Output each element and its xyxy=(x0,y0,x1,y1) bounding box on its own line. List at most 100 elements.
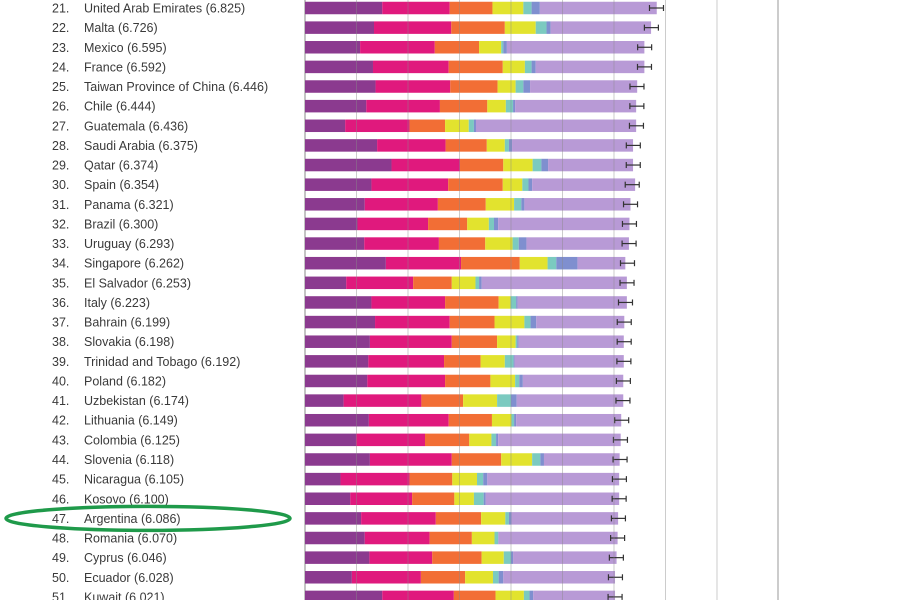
bar-segment-social-support xyxy=(366,99,440,113)
country-label: Saudi Arabia (6.375) xyxy=(84,139,198,153)
country-label: Kuwait (6.021) xyxy=(84,590,165,600)
bar-segment-social-support xyxy=(367,374,446,388)
bar-segment-freedom xyxy=(487,99,506,113)
bar-segment-dystopia-residual xyxy=(530,80,638,93)
bar-segment-social-support xyxy=(350,492,413,505)
bar-segment-dystopia-residual xyxy=(511,512,619,525)
bar-segment-freedom xyxy=(498,296,511,309)
bar-segment-generosity xyxy=(524,315,531,329)
bar-segment-dystopia-residual xyxy=(512,139,634,152)
bar-segment-gdp xyxy=(305,590,383,600)
bar-segment-generosity xyxy=(532,158,542,172)
bar-segment-social-support xyxy=(372,60,449,74)
bar-segment-gdp xyxy=(305,41,361,54)
bar-segment-gdp xyxy=(305,99,367,113)
bar-segment-generosity xyxy=(532,453,541,466)
bar-segment-dystopia-residual xyxy=(518,335,624,348)
bar-segment-life-expectancy xyxy=(448,60,503,74)
bar-segment-social-support xyxy=(368,355,445,368)
bar-segment-freedom xyxy=(486,139,505,152)
bar-segment-generosity xyxy=(468,119,474,133)
bar-segment-dystopia-residual xyxy=(498,217,630,231)
bar-segment-gdp xyxy=(305,198,365,211)
bar-segment-generosity xyxy=(524,60,532,74)
bar-segment-corruption xyxy=(508,139,513,152)
bar-segment-gdp xyxy=(305,237,365,250)
bar-segment-gdp xyxy=(305,178,372,191)
bar-segment-social-support xyxy=(355,433,425,447)
highlight-ellipse xyxy=(4,504,292,533)
bar-segment-freedom xyxy=(504,21,536,34)
bar-segment-life-expectancy xyxy=(420,571,466,584)
bar-segment-social-support xyxy=(377,139,446,152)
bar-segment-corruption xyxy=(530,315,537,329)
bar-segment-dystopia-residual xyxy=(535,60,645,74)
bar-segment-freedom xyxy=(481,512,506,525)
bar-segment-life-expectancy xyxy=(429,531,472,545)
bar-segment-gdp xyxy=(305,217,358,231)
bar-segment-freedom xyxy=(519,256,548,270)
bar-segment-dystopia-residual xyxy=(539,1,657,15)
rank-label: 41. xyxy=(52,394,69,408)
bar-segment-gdp xyxy=(305,433,356,447)
rank-label: 38. xyxy=(52,335,69,349)
rank-label: 31. xyxy=(52,198,69,212)
bar-segment-life-expectancy xyxy=(451,453,502,466)
bar-segment-freedom xyxy=(485,198,515,211)
bar-segment-dystopia-residual xyxy=(543,453,620,466)
rank-label: 29. xyxy=(52,159,69,173)
bar-segment-gdp xyxy=(305,276,347,290)
bar-segment-life-expectancy xyxy=(409,472,453,486)
bar-segment-freedom xyxy=(471,531,495,545)
bar-segment-generosity xyxy=(523,590,530,600)
bar-segment-dystopia-residual xyxy=(532,178,636,191)
bar-segment-corruption xyxy=(479,276,482,290)
rank-label: 25. xyxy=(52,80,69,94)
rank-label: 51. xyxy=(52,590,69,600)
rank-label: 24. xyxy=(52,60,69,74)
country-label: United Arab Emirates (6.825) xyxy=(84,2,245,16)
bar-segment-social-support xyxy=(368,413,449,427)
rank-label: 26. xyxy=(52,100,69,114)
bar-segment-gdp xyxy=(305,158,392,172)
bar-segment-generosity xyxy=(501,41,504,54)
bar-segment-freedom xyxy=(502,178,523,191)
bar-segment-social-support xyxy=(382,590,454,600)
bar-segment-dystopia-residual xyxy=(577,256,626,270)
bar-segment-social-support xyxy=(375,80,451,93)
bar-segment-freedom xyxy=(467,217,489,231)
bar-segment-gdp xyxy=(305,355,369,368)
bar-segment-life-expectancy xyxy=(445,374,491,388)
bar-segment-dystopia-residual xyxy=(503,571,616,584)
bar-segment-generosity xyxy=(515,80,524,93)
rank-label: 34. xyxy=(52,257,69,271)
bar-segment-social-support xyxy=(345,119,410,133)
bar-segment-freedom xyxy=(497,335,516,348)
bar-segment-dystopia-residual xyxy=(514,355,624,368)
bar-segment-corruption xyxy=(523,80,531,93)
country-label: El Salvador (6.253) xyxy=(84,276,191,290)
bar-segment-corruption xyxy=(513,99,516,113)
bar-segment-dystopia-residual xyxy=(475,119,637,133)
bar-segment-corruption xyxy=(541,158,549,172)
rank-label: 45. xyxy=(52,473,69,487)
bar-segment-life-expectancy xyxy=(425,433,470,447)
bar-segment-corruption xyxy=(531,60,536,74)
country-label: Trinidad and Tobago (6.192) xyxy=(84,355,240,369)
bar-segment-dystopia-residual xyxy=(485,492,620,505)
bar-segment-freedom xyxy=(463,394,498,407)
bar-segment-gdp xyxy=(305,21,375,34)
bar-segment-freedom xyxy=(497,80,516,93)
bar-segment-social-support xyxy=(375,315,450,329)
rank-label: 49. xyxy=(52,551,69,565)
bar-segment-freedom xyxy=(502,60,525,74)
country-label: Slovakia (6.198) xyxy=(84,335,174,349)
bar-segment-life-expectancy xyxy=(445,296,499,309)
bar-segment-life-expectancy xyxy=(460,158,504,172)
bar-segment-dystopia-residual xyxy=(516,394,624,407)
bar-segment-gdp xyxy=(305,335,370,348)
bar-segment-gdp xyxy=(305,296,372,309)
country-label: Chile (6.444) xyxy=(84,100,156,114)
bar-segment-gdp xyxy=(305,1,383,15)
